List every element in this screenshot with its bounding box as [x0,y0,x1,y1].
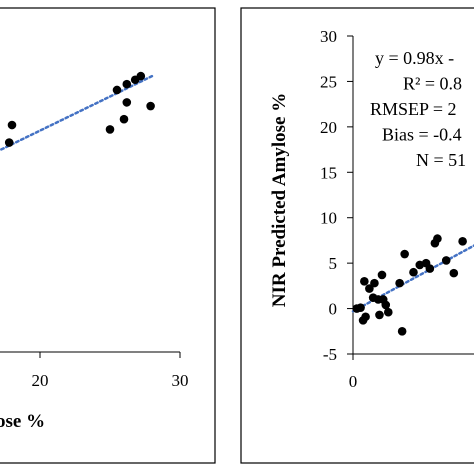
left-data-point [105,125,115,134]
right-y-ticks: 30 25 20 15 10 5 0 -5 [320,27,353,364]
right-y-tick-label: 25 [320,72,337,91]
right-data-point [441,256,451,265]
right-y-tick-label: 30 [320,27,337,46]
left-data-point [122,79,132,89]
left-trendline [0,74,154,152]
left-data-point [122,98,132,107]
right-data-point [425,264,435,273]
right-data-point [409,267,418,277]
right-x-tick-label: 0 [349,372,358,391]
regression-stat-line: R² = 0.8 [403,74,462,94]
left-panel-border [0,7,216,464]
left-x-tick-label: 20 [32,371,49,390]
left-x-axis-title: ose % [0,411,45,432]
right-y-axis-title: NIR Predicted Amylose % [269,93,290,307]
right-points [352,234,467,336]
left-data-point [112,85,122,95]
right-y-tick-label: 10 [320,209,337,228]
right-x-ticks: 0 [349,354,358,391]
right-y-tick-label: 15 [320,163,337,182]
regression-stats: y = 0.98x - R² = 0.8 RMSEP = 2 Bias = -0.4 N… [370,48,466,170]
regression-stat-line: Bias = -0.4 [382,125,462,145]
right-data-point [400,249,409,259]
left-data-point [4,138,14,147]
left-data-point [7,120,17,130]
right-data-point [433,234,442,243]
right-data-point [375,310,384,320]
right-data-point [377,270,387,280]
right-panel: NIR Predicted Amylose % 30 25 20 15 10 5 0 -5 0… [240,7,474,464]
right-data-point [365,284,374,293]
left-x-ticks: 20 30 [32,352,189,390]
left-data-point [136,71,146,81]
right-data-point [356,303,365,312]
left-data-point [119,114,129,124]
left-data-point [146,101,155,111]
right-y-tick-label: 20 [320,118,337,137]
left-x-tick-label: 30 [172,371,189,390]
regression-stat-line: y = 0.98x - [375,48,454,68]
right-data-point [383,307,393,317]
right-data-point [397,326,407,336]
right-data-point [360,277,369,286]
regression-stat-line: RMSEP = 2 [370,99,457,119]
right-data-point [370,278,379,288]
left-panel: 20 30 ose % [0,7,216,464]
regression-stat-line: N = 51 [416,150,466,170]
right-data-point [395,278,404,288]
right-y-tick-label: 0 [329,300,338,319]
right-data-point [449,268,459,278]
left-points [4,71,155,147]
right-y-tick-label: -5 [323,345,337,364]
right-data-point [458,237,467,246]
right-y-tick-label: 5 [329,254,338,273]
right-data-point [381,300,391,310]
right-data-point [361,312,370,322]
right-panel-border [240,7,474,464]
